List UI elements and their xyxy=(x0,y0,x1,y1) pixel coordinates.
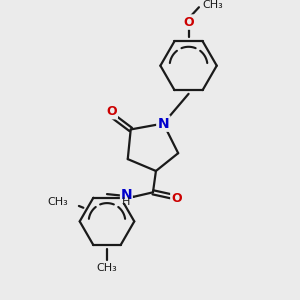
Text: H: H xyxy=(122,197,130,207)
Text: O: O xyxy=(106,105,117,118)
Text: CH₃: CH₃ xyxy=(202,1,223,10)
Text: N: N xyxy=(158,116,169,130)
Text: CH₃: CH₃ xyxy=(97,263,117,273)
Text: CH₃: CH₃ xyxy=(48,197,68,207)
Text: O: O xyxy=(183,16,194,28)
Text: O: O xyxy=(171,192,182,205)
Text: N: N xyxy=(121,188,132,202)
